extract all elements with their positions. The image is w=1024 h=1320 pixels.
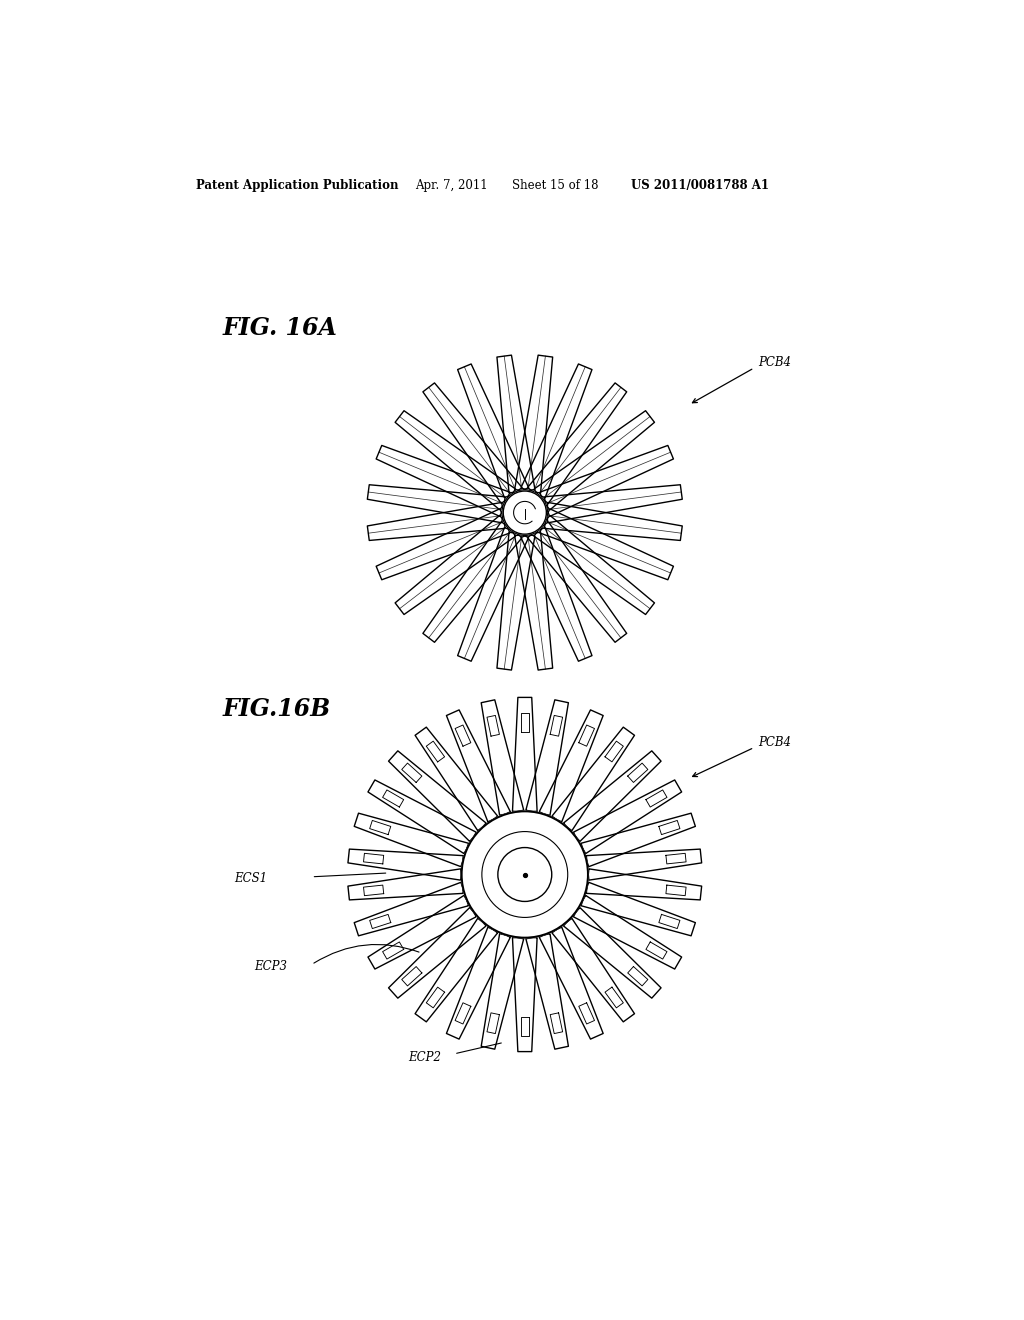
Polygon shape bbox=[573, 780, 682, 854]
Polygon shape bbox=[540, 508, 674, 579]
Polygon shape bbox=[573, 895, 682, 969]
Polygon shape bbox=[368, 780, 476, 854]
Text: US 2011/0081788 A1: US 2011/0081788 A1 bbox=[631, 178, 769, 191]
Polygon shape bbox=[534, 411, 654, 510]
Polygon shape bbox=[527, 383, 627, 503]
Polygon shape bbox=[481, 933, 523, 1049]
Text: ECS1: ECS1 bbox=[234, 871, 267, 884]
Polygon shape bbox=[376, 445, 510, 516]
Polygon shape bbox=[354, 813, 469, 867]
Polygon shape bbox=[348, 869, 463, 900]
Polygon shape bbox=[581, 813, 695, 867]
Polygon shape bbox=[395, 515, 516, 615]
Polygon shape bbox=[526, 933, 568, 1049]
Circle shape bbox=[462, 812, 588, 937]
Polygon shape bbox=[540, 710, 603, 822]
Polygon shape bbox=[415, 727, 498, 830]
Polygon shape bbox=[446, 927, 510, 1039]
Text: PCB4: PCB4 bbox=[758, 356, 792, 370]
Polygon shape bbox=[587, 869, 701, 900]
Polygon shape bbox=[395, 411, 516, 510]
Text: Patent Application Publication: Patent Application Publication bbox=[196, 178, 398, 191]
Polygon shape bbox=[497, 355, 535, 492]
Polygon shape bbox=[552, 919, 635, 1022]
Polygon shape bbox=[458, 364, 528, 498]
Text: FIG.16B: FIG.16B bbox=[223, 697, 331, 721]
Polygon shape bbox=[540, 927, 603, 1039]
Polygon shape bbox=[515, 532, 553, 671]
Polygon shape bbox=[540, 445, 674, 516]
Polygon shape bbox=[552, 727, 635, 830]
Polygon shape bbox=[458, 528, 528, 661]
Polygon shape bbox=[388, 908, 486, 998]
Polygon shape bbox=[521, 364, 592, 498]
Polygon shape bbox=[446, 710, 510, 822]
Polygon shape bbox=[545, 484, 682, 523]
Polygon shape bbox=[521, 528, 592, 661]
Polygon shape bbox=[423, 383, 522, 503]
Polygon shape bbox=[368, 484, 505, 523]
Text: ECP3: ECP3 bbox=[254, 961, 287, 973]
Polygon shape bbox=[527, 521, 627, 643]
Polygon shape bbox=[481, 700, 523, 816]
Text: ECP2: ECP2 bbox=[408, 1051, 440, 1064]
Polygon shape bbox=[415, 919, 498, 1022]
Polygon shape bbox=[368, 503, 505, 540]
Polygon shape bbox=[512, 697, 538, 812]
Polygon shape bbox=[581, 882, 695, 936]
Polygon shape bbox=[515, 355, 553, 492]
Polygon shape bbox=[354, 882, 469, 936]
Text: FIG. 16A: FIG. 16A bbox=[223, 315, 338, 339]
Polygon shape bbox=[563, 751, 662, 841]
Polygon shape bbox=[534, 515, 654, 615]
Text: PCB4: PCB4 bbox=[758, 735, 792, 748]
Circle shape bbox=[498, 847, 552, 902]
Polygon shape bbox=[563, 908, 662, 998]
Polygon shape bbox=[497, 532, 535, 671]
Text: Sheet 15 of 18: Sheet 15 of 18 bbox=[512, 178, 598, 191]
Polygon shape bbox=[368, 895, 476, 969]
Polygon shape bbox=[526, 700, 568, 816]
Polygon shape bbox=[545, 503, 682, 540]
Polygon shape bbox=[388, 751, 486, 841]
Polygon shape bbox=[512, 937, 538, 1052]
Polygon shape bbox=[423, 521, 522, 643]
Polygon shape bbox=[587, 849, 701, 880]
Text: Apr. 7, 2011: Apr. 7, 2011 bbox=[416, 178, 488, 191]
Circle shape bbox=[503, 491, 547, 535]
Polygon shape bbox=[348, 849, 463, 880]
Polygon shape bbox=[376, 508, 510, 579]
